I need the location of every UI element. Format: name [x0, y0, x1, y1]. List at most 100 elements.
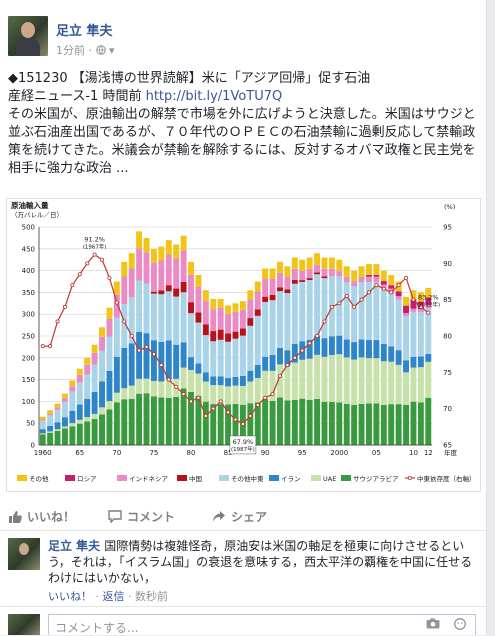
dependency-point	[189, 399, 194, 404]
bar-segment	[61, 393, 68, 399]
bar-segment	[113, 392, 120, 403]
legend-swatch	[269, 475, 279, 481]
bar-segment	[403, 404, 410, 445]
y2-axis-label: (%)	[444, 203, 455, 211]
bar-segment	[210, 298, 217, 310]
bar-segment	[106, 307, 113, 319]
bar-segment	[351, 342, 358, 360]
dependency-point	[196, 395, 201, 400]
legend-swatch	[117, 475, 127, 481]
like-button[interactable]: いいね！	[8, 508, 75, 525]
bar-segment	[165, 379, 172, 398]
post-source: 産経ニュース-1 時間前 http://bit.ly/1VoTU7Q	[8, 88, 478, 106]
bar-segment	[165, 254, 172, 286]
y-tick-label: 250	[22, 333, 35, 341]
x-tick-label: 65	[75, 449, 84, 457]
bar-segment	[291, 283, 298, 344]
bar-segment	[299, 398, 306, 445]
bar-segment	[91, 352, 98, 365]
bar-segment	[299, 270, 306, 281]
bar-segment	[232, 303, 239, 312]
bar-segment	[306, 268, 313, 279]
comment-time[interactable]: 数秒前	[135, 590, 168, 603]
bar-segment	[158, 341, 165, 382]
bar-segment	[306, 278, 313, 281]
bar-segment	[254, 291, 261, 310]
author-avatar[interactable]	[8, 16, 48, 56]
bar-segment	[388, 404, 395, 445]
bar-segment	[410, 311, 417, 357]
bar-segment	[180, 388, 187, 445]
dependency-point	[337, 301, 342, 306]
bar-segment	[121, 276, 128, 304]
dependency-point	[404, 275, 409, 280]
bar-segment	[188, 274, 194, 303]
bar-segment	[336, 276, 343, 336]
comment-like-link[interactable]: いいね！	[48, 590, 92, 603]
bar-segment	[306, 400, 313, 445]
bar-segment	[373, 276, 380, 283]
comment-reply-link[interactable]: 返信	[102, 590, 125, 603]
sticker-icon[interactable]	[454, 618, 466, 630]
legend-swatch	[311, 475, 321, 481]
bar-segment	[366, 403, 372, 445]
comment-button[interactable]: コメント	[108, 508, 175, 525]
bar-segment	[425, 288, 432, 298]
bar-segment	[410, 367, 417, 402]
dependency-point	[62, 304, 67, 309]
bar-segment	[210, 341, 217, 377]
legend-label: その他	[29, 474, 49, 483]
bar-segment	[417, 367, 424, 403]
post-text: ◆151230 【湯浅博の世界読解】米に「アジア回帰」促す石油 産経ニュース-1…	[8, 70, 478, 178]
bar-segment	[425, 297, 432, 306]
camera-icon[interactable]	[426, 618, 440, 629]
bar-segment	[351, 270, 358, 282]
post-source-text: 産経ニュース-1 時間前	[8, 89, 146, 104]
commenter-avatar[interactable]	[8, 538, 40, 570]
post-time[interactable]: 1分前	[56, 44, 85, 57]
bar-segment	[188, 391, 194, 445]
bar-segment	[425, 308, 432, 354]
bar-segment	[284, 276, 291, 290]
bar-segment	[113, 317, 120, 357]
x-tick-label: 80	[187, 449, 196, 457]
bar-segment	[417, 312, 424, 357]
dependency-point	[203, 413, 208, 418]
bar-segment	[373, 358, 380, 404]
dependency-point	[426, 310, 431, 315]
bar-segment	[150, 293, 157, 341]
y-axis-label: （万バレル／日）	[11, 211, 63, 219]
bar-segment	[173, 258, 180, 289]
commenter-name[interactable]: 足立 隼夫	[48, 539, 101, 553]
chart-image[interactable]: 原油輸入量 （万バレル／日） (%) 0 50 100 150 200 250 300 350 400…	[6, 198, 481, 492]
legend-label: UAE	[323, 475, 336, 483]
bar-segment	[395, 404, 402, 445]
bar-segment	[284, 289, 291, 294]
bar-segment	[262, 356, 269, 371]
dependency-point	[315, 333, 320, 338]
chart-title: 原油輸入量	[11, 200, 49, 210]
bar-segment	[380, 270, 387, 282]
comment-body: 足立 隼夫 国際情勢は複雑怪奇，原油安は米国の軸足を極東に向けさせるという，それは…	[48, 538, 478, 586]
share-button[interactable]: シェア	[212, 508, 267, 525]
post-link[interactable]: http://bit.ly/1VoTU7Q	[145, 89, 283, 104]
bar-segment	[165, 340, 172, 380]
bar-segment	[188, 357, 194, 370]
bar-segment	[165, 285, 172, 292]
bar-segment	[143, 393, 150, 445]
bar-segment	[202, 372, 209, 382]
comment-input[interactable]: コメントする...	[48, 614, 476, 635]
bar-segment	[247, 325, 254, 371]
dependency-point	[389, 290, 394, 295]
globe-icon[interactable]	[95, 44, 110, 57]
bar-segment	[143, 237, 150, 253]
bar-segment	[217, 298, 224, 308]
bar-segment	[366, 340, 372, 359]
bar-segment	[232, 338, 239, 377]
dependency-point	[85, 261, 90, 266]
author-name[interactable]: 足立 隼夫	[56, 24, 113, 39]
bar-segment	[321, 356, 328, 402]
bar-segment	[417, 309, 424, 313]
dependency-point	[329, 304, 334, 309]
chevron-down-icon[interactable]: ▾	[109, 44, 115, 57]
